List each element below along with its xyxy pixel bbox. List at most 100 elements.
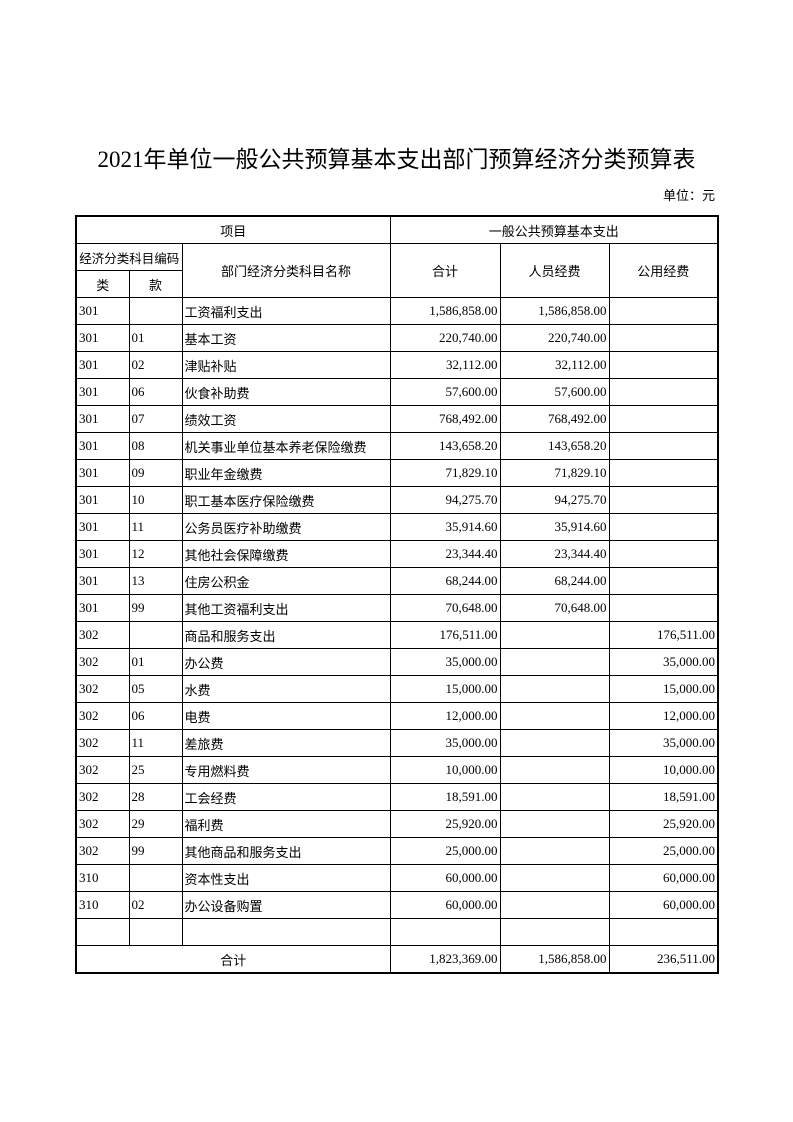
budget-table: 项目 一般公共预算基本支出 经济分类科目编码 部门经济分类科目名称 合计 人员经… xyxy=(75,215,720,974)
cell: 06 xyxy=(128,702,183,730)
cell: 301 xyxy=(75,486,130,514)
data-row: 302 99 其他商品和服务支出 25,000.00 25,000.00 xyxy=(75,837,719,865)
data-row: 301 01 基本工资 220,740.00 220,740.00 xyxy=(75,324,719,352)
cell: 01 xyxy=(128,648,183,676)
cell: 302 xyxy=(75,648,130,676)
cell: 94,275.70 xyxy=(499,486,610,514)
cell xyxy=(499,648,610,676)
cell xyxy=(608,486,719,514)
cell: 302 xyxy=(75,810,130,838)
cell: 94,275.70 xyxy=(389,486,501,514)
cell: 23,344.40 xyxy=(499,540,610,568)
data-row: 301 06 伙食补助费 57,600.00 57,600.00 xyxy=(75,378,719,406)
data-row: 302 25 专用燃料费 10,000.00 10,000.00 xyxy=(75,756,719,784)
cell: 71,829.10 xyxy=(389,459,501,487)
cell: 伙食补助费 xyxy=(181,378,391,406)
cell: 99 xyxy=(128,837,183,865)
data-row: 301 12 其他社会保障缴费 23,344.40 23,344.40 xyxy=(75,540,719,568)
cell xyxy=(128,918,183,946)
cell: 10,000.00 xyxy=(389,756,501,784)
cell xyxy=(499,621,610,649)
cell: 13 xyxy=(128,567,183,595)
cell: 35,914.60 xyxy=(389,513,501,541)
header-row: 项目 一般公共预算基本支出 xyxy=(75,215,719,244)
cell: 10 xyxy=(128,486,183,514)
cell: 310 xyxy=(75,864,130,892)
cell xyxy=(181,918,391,946)
cell: 23,344.40 xyxy=(389,540,501,568)
cell: 15,000.00 xyxy=(608,675,719,703)
cell xyxy=(608,432,719,460)
cell: 71,829.10 xyxy=(499,459,610,487)
cell: 302 xyxy=(75,837,130,865)
data-row: 302 29 福利费 25,920.00 25,920.00 xyxy=(75,810,719,838)
cell: 220,740.00 xyxy=(389,324,501,352)
cell: 768,492.00 xyxy=(389,405,501,433)
cell: 60,000.00 xyxy=(608,891,719,919)
cell: 职工基本医疗保险缴费 xyxy=(181,486,391,514)
cell xyxy=(128,621,183,649)
cell: 商品和服务支出 xyxy=(181,621,391,649)
data-row: 310 02 办公设备购置 60,000.00 60,000.00 xyxy=(75,891,719,919)
cell: 70,648.00 xyxy=(389,594,501,622)
cell: 301 xyxy=(75,378,130,406)
cell: 301 xyxy=(75,351,130,379)
cell: 768,492.00 xyxy=(499,405,610,433)
cell: 津贴补贴 xyxy=(181,351,391,379)
cell: 302 xyxy=(75,729,130,757)
cell: 301 xyxy=(75,405,130,433)
header-cell: 经济分类科目编码 xyxy=(75,243,183,271)
cell xyxy=(499,837,610,865)
cell xyxy=(75,918,130,946)
cell: 06 xyxy=(128,378,183,406)
cell: 68,244.00 xyxy=(389,567,501,595)
cell: 住房公积金 xyxy=(181,567,391,595)
cell: 35,000.00 xyxy=(608,729,719,757)
cell: 302 xyxy=(75,675,130,703)
cell: 301 xyxy=(75,459,130,487)
cell xyxy=(499,864,610,892)
cell xyxy=(499,702,610,730)
cell: 11 xyxy=(128,513,183,541)
cell: 01 xyxy=(128,324,183,352)
cell xyxy=(608,405,719,433)
cell: 302 xyxy=(75,756,130,784)
header-row: 经济分类科目编码 部门经济分类科目名称 合计 人员经费 公用经费 xyxy=(75,243,719,298)
cell: 35,000.00 xyxy=(389,648,501,676)
cell: 35,914.60 xyxy=(499,513,610,541)
cell xyxy=(608,297,719,325)
cell xyxy=(499,756,610,784)
cell: 60,000.00 xyxy=(608,864,719,892)
cell xyxy=(608,918,719,946)
data-row: 301 10 职工基本医疗保险缴费 94,275.70 94,275.70 xyxy=(75,486,719,514)
cell: 25,920.00 xyxy=(389,810,501,838)
cell: 工会经费 xyxy=(181,783,391,811)
cell: 12,000.00 xyxy=(389,702,501,730)
cell: 60,000.00 xyxy=(389,891,501,919)
cell: 220,740.00 xyxy=(499,324,610,352)
cell: 176,511.00 xyxy=(608,621,719,649)
cell: 57,600.00 xyxy=(389,378,501,406)
cell: 301 xyxy=(75,513,130,541)
cell: 02 xyxy=(128,351,183,379)
cell xyxy=(608,378,719,406)
title: 2021年单位一般公共预算基本支出部门预算经济分类预算表 xyxy=(97,147,696,172)
header-cell: 项目 xyxy=(75,215,391,244)
header-cell: 款 xyxy=(128,270,183,298)
data-row: 301 09 职业年金缴费 71,829.10 71,829.10 xyxy=(75,459,719,487)
header-cell: 类 xyxy=(75,270,130,298)
cell: 资本性支出 xyxy=(181,864,391,892)
cell: 57,600.00 xyxy=(499,378,610,406)
cell: 301 xyxy=(75,567,130,595)
cell xyxy=(499,675,610,703)
cell: 基本工资 xyxy=(181,324,391,352)
cell xyxy=(608,567,719,595)
header-cell: 合计 xyxy=(389,243,501,298)
cell: 1,586,858.00 xyxy=(499,297,610,325)
cell: 35,000.00 xyxy=(389,729,501,757)
cell: 其他工资福利支出 xyxy=(181,594,391,622)
data-row: 310 资本性支出 60,000.00 60,000.00 xyxy=(75,864,719,892)
cell xyxy=(608,351,719,379)
cell: 02 xyxy=(128,891,183,919)
